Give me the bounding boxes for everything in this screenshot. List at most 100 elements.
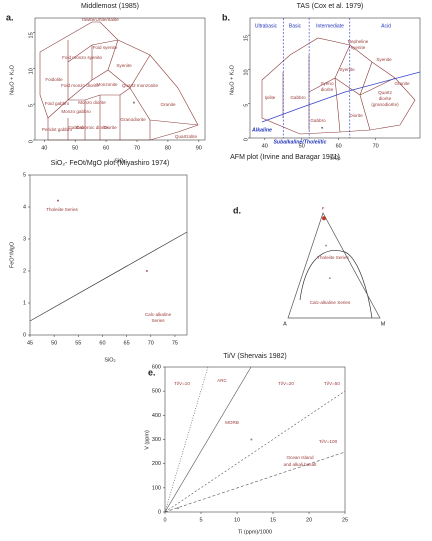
y-tick-label: 600 [152,364,161,370]
y-tick-label: 5 [28,104,34,107]
annotation: Monzo diorite [78,100,106,105]
annotation: Ti/V=100 [319,439,338,444]
annotation: Gabbro [290,95,306,100]
x-tick-label: 0 [163,517,166,523]
chart-title: AFM plot (Irvine and Baragar 1971) [230,154,340,161]
annotation: MORB [225,420,239,425]
x-tick-label: 40 [262,143,268,149]
x-tick-label: 40 [41,145,47,151]
annotation: Series [151,318,165,323]
y-tick-label: 10 [28,68,34,74]
annotation: Ti/V=20 [278,381,294,386]
annotation: Gabbroic diorite [76,125,109,130]
annotation: Ijolite [265,95,276,100]
annotation: Tholeiite Series [317,255,349,260]
annotation: Quartz [378,90,392,95]
point [325,244,327,247]
y-tick-label: 200 [152,461,161,467]
vertex-label: F [322,206,325,211]
panel-label: b. [222,12,230,22]
point [321,126,324,129]
panel-label: e. [148,367,156,377]
annotation: Diorite [103,125,117,130]
x-tick-label: 5 [199,517,202,523]
x-tick-label: 70 [148,340,154,346]
panel-label: a. [6,12,14,22]
annotation: Acid [381,23,391,29]
point [322,216,327,221]
x-tick-label: 90 [196,145,202,151]
x-tick-label: 60 [103,145,109,151]
ratio-line [164,366,252,513]
annotation: Foid monzo syenite [62,55,102,60]
y-tick-label: 4 [23,204,26,210]
annotation: Intermediate [316,23,344,29]
series-divider [29,231,188,322]
plot-frame [249,17,421,139]
x-axis-label: SiO₂ [329,155,340,161]
annotation: Subalkaline/Tholeiitic [273,139,326,145]
annotation: Gabbro [68,125,84,130]
chart-title: SiO₂- FeOt/MgO plot (Miyashiro 1974) [51,160,170,167]
annotation: Foid monzo diorite [61,83,99,88]
annotation: Ti/V=10 [174,381,190,386]
alkaline-divider [261,71,421,123]
annotation: Nepheline [348,39,369,44]
y-axis-label: V (ppm) [144,430,150,450]
panel-label: d. [233,205,241,215]
y-tick-label: 2 [23,268,26,274]
y-tick-label: 5 [243,104,249,107]
annotation: Monzo gabbro [61,109,91,114]
annotation: Calc-alkaline Series [310,300,351,305]
annotation: ARC [217,378,227,383]
y-tick-label: 0 [23,332,26,338]
x-axis-label: SiO₂ [104,357,115,363]
vertex-label: M [381,321,386,327]
x-tick-label: 75 [172,340,178,346]
ratio-line [164,390,346,513]
y-tick-label: 1 [23,300,26,306]
annotation: Granodiorite [120,117,146,122]
plot-frame [34,17,206,141]
y-tick-label: 0 [28,140,34,143]
y-axis-label: FeO*/MgO [9,241,15,268]
annotation: Diorite [349,113,363,118]
annotation: diorite [379,96,392,101]
x-tick-label: 50 [72,145,78,151]
annotation: Peridot gabbro [42,127,73,132]
annotation: Ultrabasic [255,23,278,29]
annotation: Syeno [320,81,333,86]
annotation: Alkaline [251,127,272,133]
annotation: Basic [289,23,302,29]
annotation: Ti/V=50 [324,381,340,386]
x-tick-label: 60 [99,340,105,346]
x-tick-label: 25 [342,517,348,523]
x-tick-label: 55 [75,340,81,346]
annotation: Foid gabbro [45,101,70,106]
annotation: Quartz monzonite [122,83,159,88]
plot-frame [29,174,188,336]
annotation: Granite [394,81,410,86]
annotation: Foid syenite [93,45,118,50]
y-axis-label: Na₂O + K₂O [229,64,235,95]
annotation: Foidolite [45,77,63,82]
y-tick-label: 3 [23,236,26,242]
field-boundaries [29,21,421,513]
boundary [261,37,416,135]
ternary-frame [287,212,381,319]
annotation: Ocean Island [286,455,314,460]
y-tick-label: 500 [152,389,161,395]
y-tick-label: 0 [158,509,161,515]
point [57,199,60,202]
x-tick-label: 45 [27,340,33,346]
y-tick-label: 0 [243,138,249,141]
annotation: Monzonite [96,82,118,87]
y-tick-label: 15 [243,35,249,41]
y-tick-label: 10 [243,69,249,75]
y-axis-label: Na₂O + K₂O [9,64,15,95]
point [176,507,179,510]
x-tick-label: 10 [234,517,240,523]
x-tick-label: 20 [306,517,312,523]
vertex-label: A [283,321,287,327]
